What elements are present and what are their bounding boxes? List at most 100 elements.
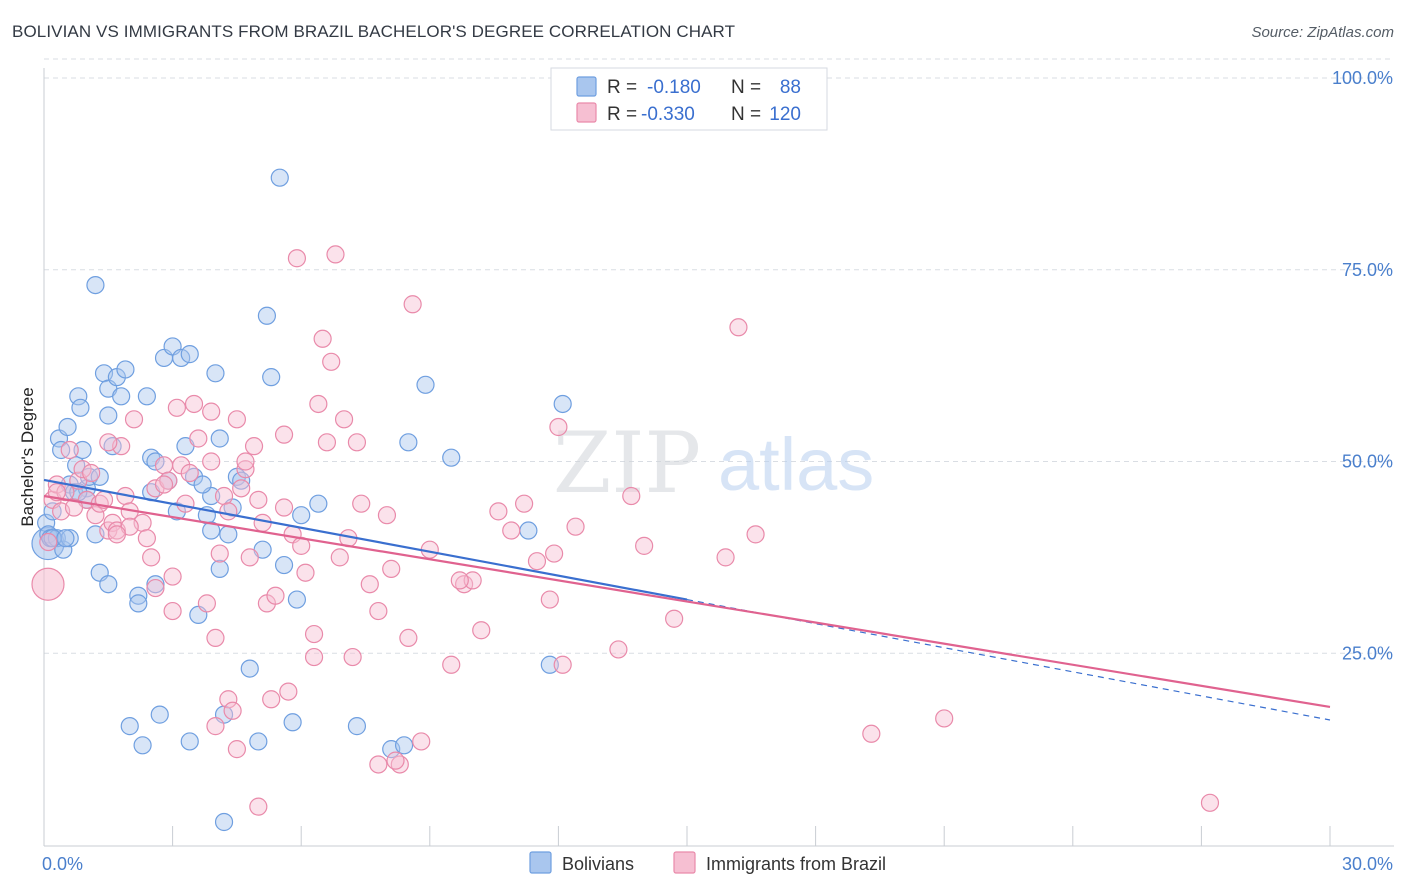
point-pink-62 (326, 245, 345, 264)
point-pink-10 (82, 463, 101, 483)
point-pink-64 (334, 410, 354, 429)
point-blue-25 (112, 387, 131, 406)
y-tick-label-75: 75.0% (1342, 260, 1393, 280)
point-pink-63 (330, 548, 349, 567)
point-pink-69 (360, 575, 379, 594)
point-blue-36 (172, 348, 191, 368)
point-blue-66 (416, 375, 435, 394)
legend-r-label-2: R = (607, 104, 637, 125)
point-blue-8 (54, 540, 73, 559)
point-pink-11 (86, 506, 105, 525)
point-blue-74 (180, 732, 199, 751)
point-pink-61 (322, 352, 341, 371)
point-pink-74 (399, 628, 418, 648)
point-pink-56 (296, 563, 315, 582)
point-pink-102 (206, 717, 225, 736)
watermark-zip: ZIP (553, 414, 701, 512)
point-pink-22 (137, 529, 156, 548)
point-blue-42 (202, 521, 221, 540)
point-blue-13 (69, 387, 88, 406)
trend-line-blue (43, 478, 688, 601)
point-pink-81 (472, 621, 491, 640)
point-pink-8 (73, 460, 92, 479)
point-pink-23 (142, 548, 161, 567)
point-pink-6 (60, 440, 79, 460)
point-blue-15 (73, 440, 92, 460)
point-pink-113 (386, 751, 405, 770)
point-pink-93 (635, 536, 654, 555)
point-blue-73 (150, 705, 169, 724)
point-blue-85 (146, 452, 165, 471)
point-blue-50 (232, 471, 251, 490)
point-pink-84 (515, 494, 534, 513)
trend-line-pink (43, 494, 1331, 709)
point-pink-45 (244, 437, 264, 456)
point-pink-27 (163, 601, 182, 621)
point-pink-107 (146, 578, 165, 598)
point-pink-1 (39, 532, 58, 552)
watermark-atlas: atlas (718, 423, 874, 506)
point-blue-72 (133, 736, 152, 755)
point-blue-82 (56, 529, 75, 548)
bottom-legend-swatch-bolivians (529, 851, 552, 874)
point-pink-38 (214, 486, 234, 506)
point-pink-96 (729, 318, 748, 337)
point-pink-105 (107, 525, 126, 544)
point-pink-44 (240, 548, 259, 567)
point-blue-45 (210, 559, 229, 578)
point-blue-46 (210, 429, 229, 448)
legend-r-value-2: -0.330 (641, 104, 695, 125)
legend-swatch-bolivians (576, 76, 597, 97)
point-pink-41 (227, 410, 246, 429)
point-pink-39 (219, 690, 238, 709)
point-pink-75 (403, 295, 422, 314)
point-pink-42 (232, 479, 251, 498)
point-blue-75 (214, 812, 234, 832)
point-pink-0 (31, 567, 65, 601)
point-blue-71 (120, 717, 139, 736)
point-pink-118 (154, 475, 174, 494)
point-blue-31 (146, 575, 165, 594)
point-pink-87 (545, 544, 564, 563)
point-pink-119 (219, 502, 238, 521)
point-pink-106 (163, 567, 182, 586)
point-pink-97 (746, 525, 765, 544)
bottom-legend-swatch-immigrants (673, 851, 696, 874)
point-pink-78 (442, 655, 461, 674)
point-pink-86 (540, 590, 559, 609)
point-blue-57 (274, 555, 294, 575)
point-pink-54 (287, 249, 307, 268)
point-pink-31 (180, 463, 199, 483)
point-blue-86 (193, 475, 212, 494)
watermark: ZIP atlas (553, 414, 874, 512)
legend-n-label-2: N = (731, 104, 761, 125)
point-blue-59 (287, 590, 307, 609)
stats-legend-box (550, 67, 828, 131)
point-pink-46 (249, 490, 268, 509)
legend-n-value-2: 120 (769, 104, 801, 125)
point-blue-64 (394, 736, 414, 755)
point-pink-43 (236, 460, 255, 479)
point-pink-85 (527, 552, 547, 571)
point-pink-20 (124, 410, 144, 429)
point-pink-101 (249, 797, 268, 816)
y-axis-title: Bachelor's Degree (18, 387, 37, 526)
bottom-legend-label-immigrants: Immigrants from Brazil (706, 854, 886, 874)
point-pink-95 (716, 548, 735, 567)
point-pink-70 (369, 601, 388, 621)
y-tick-label-100: 100.0% (1332, 68, 1393, 88)
point-blue-18 (86, 275, 105, 295)
point-blue-62 (347, 717, 367, 736)
point-pink-34 (197, 594, 216, 613)
legend-n-label-1: N = (731, 77, 761, 98)
point-pink-94 (665, 609, 684, 628)
point-pink-71 (377, 506, 397, 525)
legend-n-value-1: 88 (780, 77, 801, 98)
point-pink-67 (347, 433, 367, 452)
point-pink-91 (609, 640, 628, 659)
point-blue-55 (262, 368, 281, 387)
point-pink-58 (309, 394, 328, 414)
point-blue-52 (249, 732, 268, 751)
point-blue-77 (99, 575, 118, 594)
point-pink-60 (317, 433, 337, 452)
